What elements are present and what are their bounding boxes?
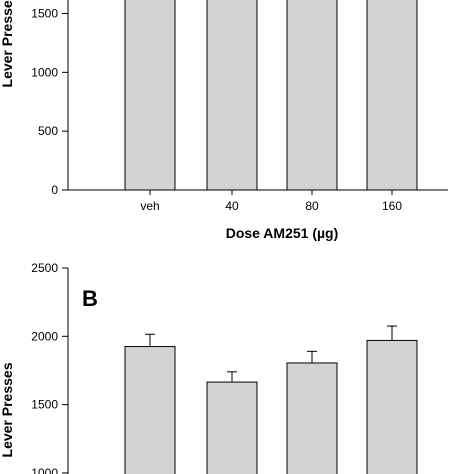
y-tick-label: 1500 xyxy=(31,7,58,21)
bar-veh xyxy=(124,346,176,474)
bar-40 xyxy=(206,381,258,474)
panel-label: B xyxy=(82,286,98,311)
x-tick-label: 160 xyxy=(382,199,402,213)
bar-160 xyxy=(366,0,418,191)
x-tick-label: 80 xyxy=(305,199,319,213)
y-tick-label: 1000 xyxy=(31,65,58,79)
bar-40 xyxy=(206,0,258,191)
x-tick-label: 40 xyxy=(225,199,239,213)
y-tick-label: 0 xyxy=(51,183,58,197)
y-tick-label: 2000 xyxy=(31,329,58,343)
bar-80 xyxy=(286,362,338,474)
panel-a: veh 40 80 160 0 500 1000 1500 Lever Presses Dose … xyxy=(0,0,448,241)
y-tick-label: 1000 xyxy=(31,466,58,474)
x-tick-label: veh xyxy=(140,199,159,213)
panel-b: 1000 1500 2000 2500 Lever Presses B xyxy=(0,261,418,474)
bar-80 xyxy=(286,0,338,191)
bar-veh xyxy=(124,0,176,191)
y-tick-label: 500 xyxy=(38,124,58,138)
bar-160 xyxy=(366,339,418,474)
y-tick-label: 2500 xyxy=(31,261,58,275)
y-axis-title: Lever Presses xyxy=(0,0,15,87)
y-tick-label: 1500 xyxy=(31,398,58,412)
x-axis-title: Dose AM251 (µg) xyxy=(226,225,339,241)
y-axis-title: Lever Presses xyxy=(0,362,15,457)
